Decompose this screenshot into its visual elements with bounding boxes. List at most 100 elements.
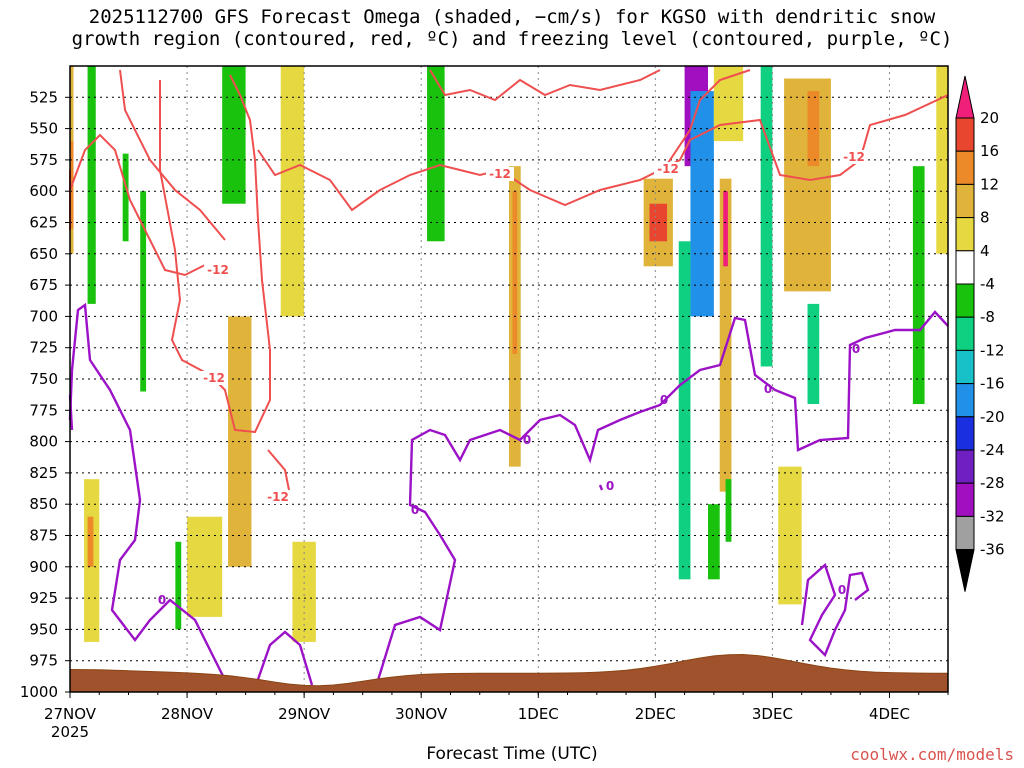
xtick-label-5: 2DEC bbox=[635, 705, 676, 723]
colorbar-bin-2 bbox=[955, 183, 975, 219]
freezing-contour-4 bbox=[800, 562, 870, 658]
colorbar-tick-2: 12 bbox=[980, 175, 999, 193]
omega-area-27 bbox=[760, 66, 773, 367]
terrain-area bbox=[69, 653, 949, 693]
freezing-label-0: 0 bbox=[158, 593, 166, 607]
freezing-label-6: 0 bbox=[838, 583, 846, 597]
freezing-contour-3 bbox=[373, 310, 949, 691]
ytick-label-8: 725 bbox=[29, 339, 58, 357]
colorbar-bin-1 bbox=[955, 150, 975, 185]
ytick-label-13: 850 bbox=[29, 495, 58, 513]
colorbar-tick-10: -24 bbox=[980, 441, 1005, 459]
freezing-label-5: 0 bbox=[852, 342, 860, 356]
title-line-2: growth region (contoured, red, ºC) and f… bbox=[71, 28, 953, 50]
xtick-label-4: 1DEC bbox=[518, 705, 559, 723]
dgz-label-3: -12 bbox=[657, 162, 679, 176]
colorbar-top-arrow bbox=[955, 75, 975, 119]
ytick-label-14: 875 bbox=[29, 527, 58, 545]
omega-area-25 bbox=[723, 191, 728, 267]
chart-title: 2025112700 GFS Forecast Omega (shaded, −… bbox=[0, 6, 1024, 50]
colorbar-tick-4: 4 bbox=[980, 242, 990, 260]
colorbar-bin-3 bbox=[955, 217, 975, 252]
dgz-contour-7 bbox=[429, 69, 661, 102]
freezing-label-3: 0 bbox=[660, 393, 668, 407]
colorbar-bin-9 bbox=[955, 416, 975, 451]
omega-area-7 bbox=[175, 541, 182, 630]
ytick-label-4: 625 bbox=[29, 214, 58, 232]
omega-area-31 bbox=[807, 303, 820, 405]
omega-area-6 bbox=[87, 516, 94, 567]
y-axis: 525 550 575 600 625 650 675 700 725 750 775 800 825 8… bbox=[20, 88, 70, 701]
dgz-label-0: -12 bbox=[207, 263, 229, 277]
ytick-label-18: 975 bbox=[29, 652, 58, 670]
freezing-label-1: 0 bbox=[411, 503, 419, 517]
dgz-contour-3 bbox=[159, 80, 211, 376]
xtick-label-2: 29NOV bbox=[278, 705, 331, 723]
colorbar-tick-5: -4 bbox=[980, 275, 995, 293]
ytick-label-0: 525 bbox=[29, 88, 58, 106]
colorbar-bottom-arrow bbox=[955, 549, 975, 592]
ytick-label-7: 700 bbox=[29, 307, 58, 325]
freezing-label-4: 0 bbox=[764, 382, 772, 396]
dgz-label-5: -12 bbox=[267, 490, 289, 504]
dgz-contour-4 bbox=[209, 74, 271, 434]
dgz-label-2: -12 bbox=[489, 167, 511, 181]
ytick-label-9: 750 bbox=[29, 370, 58, 388]
omega-area-21 bbox=[690, 91, 714, 317]
dgz-label-bg-4 bbox=[840, 150, 868, 164]
colorbar-bin-5 bbox=[955, 283, 975, 318]
omega-area-26 bbox=[725, 479, 732, 542]
terrain-fill bbox=[69, 653, 949, 693]
omega-area-33 bbox=[936, 66, 948, 254]
colorbar-tick-12: -32 bbox=[980, 507, 1005, 525]
freezing-contour-5 bbox=[598, 484, 604, 491]
omega-area-22 bbox=[708, 504, 720, 580]
colorbar-tick-3: 8 bbox=[980, 209, 990, 227]
ytick-label-2: 575 bbox=[29, 151, 58, 169]
ytick-label-16: 925 bbox=[29, 589, 58, 607]
xtick-label-6: 3DEC bbox=[752, 705, 793, 723]
colorbar-tick-13: -36 bbox=[980, 541, 1005, 559]
colorbar-bin-0 bbox=[955, 117, 975, 152]
colorbar-bin-10 bbox=[955, 449, 975, 484]
dgz-label-bg-3 bbox=[654, 162, 682, 176]
omega-area-14 bbox=[427, 66, 445, 242]
freezing-contour-0 bbox=[68, 302, 232, 691]
colorbar-tick-6: -8 bbox=[980, 308, 995, 326]
omega-area-32 bbox=[912, 166, 925, 405]
dgz-label-bg-0 bbox=[204, 263, 232, 277]
ytick-label-10: 775 bbox=[29, 401, 58, 419]
omega-area-3 bbox=[122, 153, 129, 242]
ytick-label-11: 800 bbox=[29, 433, 58, 451]
ytick-label-1: 550 bbox=[29, 120, 58, 138]
xtick-year-label: 2025 bbox=[51, 723, 89, 741]
xtick-label-7: 4DEC bbox=[869, 705, 910, 723]
omega-area-9 bbox=[222, 66, 246, 204]
dgz-label-bg-1 bbox=[200, 371, 228, 385]
ytick-label-12: 825 bbox=[29, 464, 58, 482]
xtick-label-3: 30NOV bbox=[395, 705, 448, 723]
ytick-label-17: 950 bbox=[29, 620, 58, 638]
x-axis-label: Forecast Time (UTC) bbox=[426, 744, 598, 764]
colorbar-bin-12 bbox=[955, 515, 975, 551]
omega-area-19 bbox=[678, 241, 691, 580]
colorbar-tick-9: -20 bbox=[980, 408, 1005, 426]
dgz-contour-6 bbox=[267, 449, 291, 496]
omega-area-2 bbox=[87, 66, 96, 304]
colorbar-tick-0: 20 bbox=[980, 109, 999, 127]
dgz-label-bg-5 bbox=[264, 490, 292, 504]
freezing-contour-2 bbox=[253, 630, 314, 689]
colorbar-tick-1: 16 bbox=[980, 142, 999, 160]
grid-lines bbox=[70, 66, 948, 693]
omega-area-16 bbox=[512, 191, 518, 354]
omega-area-8 bbox=[187, 516, 223, 617]
ytick-label-5: 650 bbox=[29, 245, 58, 263]
colorbar-tick-7: -12 bbox=[980, 341, 1005, 359]
xtick-label-0: 27NOV bbox=[44, 705, 97, 723]
dgz-contour-0 bbox=[69, 133, 226, 277]
colorbar-bin-8 bbox=[955, 383, 975, 418]
omega-area-13 bbox=[292, 541, 316, 642]
xtick-label-1: 28NOV bbox=[161, 705, 214, 723]
freezing-label-7: 0 bbox=[606, 479, 614, 493]
